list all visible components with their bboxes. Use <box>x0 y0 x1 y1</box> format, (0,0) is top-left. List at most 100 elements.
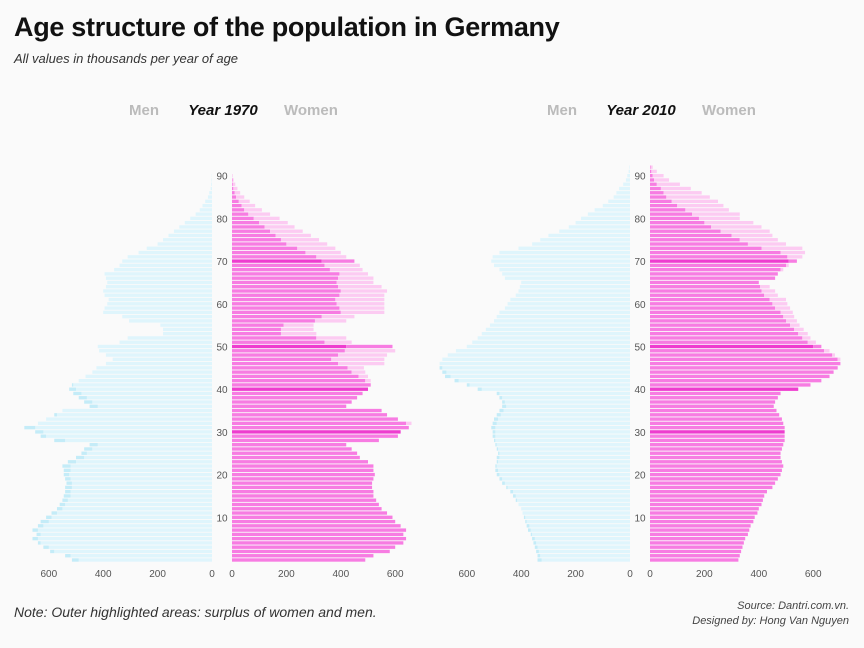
women-bar <box>650 336 803 340</box>
women-bar <box>232 443 347 447</box>
women-surplus-bar <box>297 246 336 250</box>
men-surplus-bar <box>496 472 500 477</box>
men-surplus-bar <box>24 425 36 430</box>
men-bar <box>491 259 630 263</box>
women-bar <box>650 302 773 306</box>
women-bar <box>650 434 785 438</box>
men-surplus-bar <box>63 494 71 498</box>
age-tick-label: 50 <box>634 343 646 354</box>
men-bar <box>40 532 212 537</box>
women-bar <box>650 293 765 297</box>
men-bar <box>37 528 212 532</box>
women-bar <box>650 524 751 528</box>
men-surplus-bar <box>492 430 496 434</box>
women-x-tick-label: 600 <box>387 569 404 580</box>
women-bar <box>232 195 237 199</box>
men-bar <box>594 208 630 212</box>
women-bar <box>650 383 811 387</box>
men-surplus-bar <box>40 434 47 438</box>
pyramid-1: 10 20 30 40 50 60 70 80 90 600 400 200 0 0 200 400 600 Me… <box>439 102 841 580</box>
women-bar <box>232 383 371 387</box>
women-bar <box>650 169 652 174</box>
women-bar <box>232 498 377 502</box>
women-bar <box>650 485 773 490</box>
men-x-tick-label: 200 <box>149 569 166 580</box>
chart-subtitle: All values in thousands per year of age <box>14 51 239 66</box>
men-bar <box>67 498 212 502</box>
women-surplus-bar <box>656 182 680 186</box>
women-bar <box>650 165 651 169</box>
women-bar <box>232 421 407 426</box>
women-bar <box>232 404 347 408</box>
women-bar <box>232 357 332 361</box>
women-bar <box>650 208 686 212</box>
men-bar <box>107 280 212 285</box>
women-bar <box>232 485 373 490</box>
men-surplus-bar <box>536 549 539 554</box>
men-bar <box>211 182 212 186</box>
women-bar <box>650 455 781 460</box>
men-bar <box>499 310 630 315</box>
men-surplus-bar <box>537 554 541 558</box>
women-bar <box>650 238 740 242</box>
women-bar <box>650 536 746 541</box>
men-surplus-bar <box>78 396 87 400</box>
men-bar <box>499 250 630 255</box>
age-tick-label: 60 <box>216 300 228 311</box>
women-bar <box>232 340 325 344</box>
women-bar <box>650 413 780 417</box>
men-surplus-bar <box>466 383 470 387</box>
women-surplus-bar <box>651 169 657 174</box>
women-surplus-bar <box>321 314 355 319</box>
women-bar <box>650 438 785 443</box>
age-tick-label: 90 <box>634 172 646 183</box>
women-surplus-bar <box>232 182 236 186</box>
women-bar <box>232 178 233 182</box>
men-bar <box>69 472 212 477</box>
men-bar <box>627 174 630 178</box>
age-tick-label: 80 <box>216 214 228 225</box>
women-bar <box>232 515 393 519</box>
men-bar <box>35 425 213 430</box>
men-bar <box>56 511 213 515</box>
men-bar <box>62 408 213 413</box>
women-bar <box>232 191 235 195</box>
women-bar <box>650 353 833 357</box>
men-surplus-bar <box>67 460 76 464</box>
men-bar <box>73 383 212 387</box>
men-bar <box>105 276 212 280</box>
men-bar <box>127 336 212 340</box>
men-bar <box>498 447 630 451</box>
women-x-tick-label: 600 <box>805 569 822 580</box>
men-surplus-bar <box>494 438 496 443</box>
age-tick-label: 70 <box>216 257 228 268</box>
men-surplus-bar <box>502 404 507 408</box>
women-bar <box>232 413 388 417</box>
men-bar <box>70 464 212 468</box>
women-bar <box>232 336 317 340</box>
men-bar <box>97 443 212 447</box>
women-surplus-bar <box>259 220 288 225</box>
women-surplus-bar <box>241 203 256 208</box>
women-surplus-bar <box>338 285 382 289</box>
men-bar <box>179 225 212 229</box>
women-surplus-bar <box>283 323 314 327</box>
men-bar <box>85 374 212 379</box>
women-bar <box>650 267 781 272</box>
men-bar <box>37 536 212 541</box>
men-surplus-bar <box>32 528 38 532</box>
women-surplus-bar <box>813 344 822 349</box>
women-bar <box>650 468 782 473</box>
men-surplus-bar <box>46 515 52 519</box>
women-bar <box>650 366 838 370</box>
men-surplus-bar <box>62 498 68 502</box>
women-bar <box>232 182 233 186</box>
women-bar <box>650 361 841 366</box>
women-bar <box>650 558 739 562</box>
age-tick-label: 20 <box>634 471 646 482</box>
women-x-tick-label: 200 <box>696 569 713 580</box>
men-surplus-bar <box>84 400 93 404</box>
women-bar <box>650 186 661 191</box>
women-bar <box>650 349 825 353</box>
women-surplus-bar <box>340 310 385 315</box>
